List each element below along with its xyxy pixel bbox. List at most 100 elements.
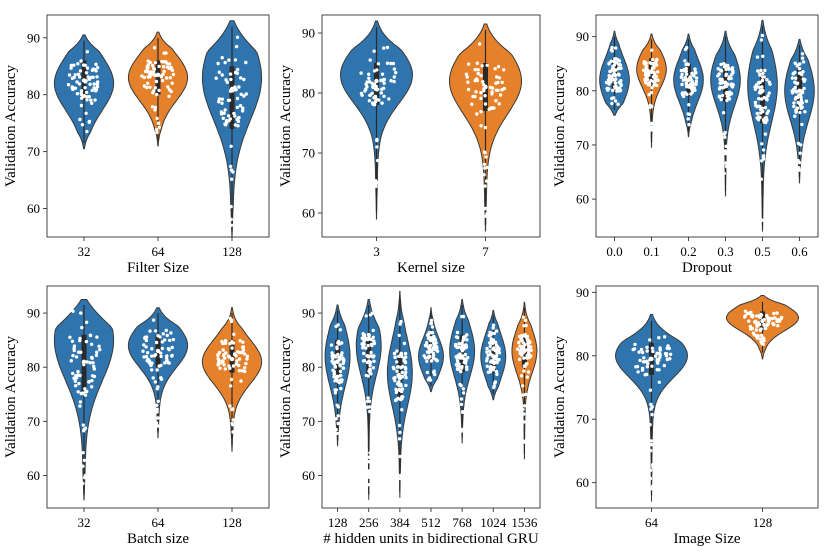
data-point	[157, 64, 161, 69]
data-point	[78, 69, 83, 73]
data-point	[217, 100, 221, 104]
data-point	[91, 75, 95, 80]
data-point	[151, 376, 155, 380]
data-point	[460, 314, 464, 319]
data-point	[90, 378, 94, 383]
data-point	[655, 58, 659, 62]
data-point	[237, 115, 241, 120]
data-point	[154, 421, 159, 425]
data-point	[75, 80, 79, 84]
data-point	[155, 368, 159, 372]
data-point	[684, 83, 689, 88]
violin-64	[614, 314, 689, 502]
data-point	[372, 82, 377, 86]
data-point	[618, 63, 623, 67]
data-point	[730, 82, 734, 86]
median-marker	[229, 356, 235, 362]
data-point	[425, 359, 429, 363]
data-point	[145, 359, 149, 363]
data-point	[243, 366, 247, 370]
data-point	[229, 77, 233, 82]
data-point	[228, 404, 232, 408]
data-point	[334, 427, 338, 432]
data-point	[723, 84, 728, 88]
data-point	[90, 385, 94, 389]
data-point	[484, 155, 488, 159]
data-point	[485, 359, 489, 363]
violin-512	[417, 307, 445, 393]
data-point	[148, 329, 152, 333]
violin-0.0	[599, 30, 630, 116]
data-point	[89, 342, 94, 346]
data-point	[430, 325, 435, 329]
data-point	[238, 350, 242, 355]
data-point	[368, 58, 372, 62]
data-point	[171, 337, 176, 342]
data-point	[369, 350, 373, 355]
data-point	[687, 122, 691, 127]
data-point	[494, 354, 499, 358]
data-point	[227, 58, 231, 62]
data-point	[466, 355, 470, 360]
y-tick-label: 60	[27, 201, 40, 216]
data-point	[488, 341, 492, 345]
data-point	[227, 119, 231, 123]
data-point	[727, 77, 731, 81]
x-tick-label: 384	[390, 515, 410, 530]
data-point	[238, 104, 243, 108]
data-point	[236, 124, 240, 128]
data-point	[70, 76, 75, 80]
data-point	[151, 70, 156, 74]
data-point	[79, 91, 83, 96]
data-point	[489, 365, 493, 369]
data-point	[87, 120, 91, 125]
data-point	[380, 101, 384, 105]
data-point	[228, 164, 233, 169]
data-point	[497, 357, 501, 362]
data-point	[393, 376, 397, 380]
data-point	[801, 60, 806, 64]
data-point	[379, 91, 383, 95]
violin-0.6	[784, 38, 815, 184]
data-point	[82, 458, 87, 462]
data-point	[398, 476, 402, 481]
data-point	[680, 82, 684, 87]
data-point	[155, 92, 159, 97]
y-axis-label: Validation Accuracy	[552, 335, 568, 458]
data-point	[235, 359, 239, 363]
data-point	[798, 151, 802, 155]
data-point	[367, 72, 371, 76]
x-tick-label: 3	[373, 244, 380, 259]
data-point	[92, 367, 97, 371]
data-point	[679, 75, 684, 79]
data-point	[681, 94, 686, 99]
data-point	[470, 102, 474, 106]
data-point	[331, 356, 335, 361]
data-point	[152, 67, 157, 71]
data-point	[650, 484, 655, 488]
data-point	[67, 73, 72, 77]
data-point	[223, 108, 227, 112]
data-point	[66, 83, 71, 87]
data-point	[800, 122, 804, 127]
median-marker	[155, 72, 161, 77]
data-point	[244, 60, 248, 65]
data-point	[693, 67, 697, 71]
data-point	[779, 315, 784, 320]
data-point	[691, 86, 695, 90]
data-point	[223, 60, 227, 65]
data-point	[756, 321, 760, 325]
data-point	[94, 87, 99, 91]
data-point	[392, 75, 396, 79]
data-point	[524, 323, 528, 328]
data-point	[156, 416, 160, 420]
data-point	[375, 145, 379, 149]
data-point	[335, 346, 339, 351]
data-point	[368, 313, 373, 317]
violin-iqr-box	[155, 60, 161, 95]
data-point	[396, 365, 400, 369]
data-point	[217, 70, 221, 74]
data-point	[633, 342, 637, 347]
data-point	[521, 407, 525, 412]
data-point	[765, 77, 769, 82]
